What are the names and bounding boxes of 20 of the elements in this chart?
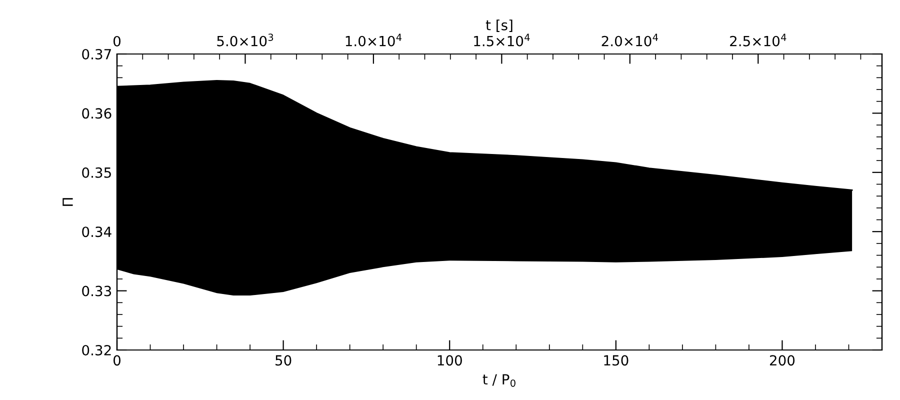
y-tick-label: 0.36 xyxy=(82,108,112,119)
y-tick-label: 0.34 xyxy=(82,226,112,238)
x2-tick-label: 1.0×10$^{4}$ xyxy=(346,34,402,46)
x2-tick-label: 2.5×10$^{4}$ xyxy=(730,34,786,46)
y-tick-label: 0.32 xyxy=(82,344,111,356)
y-axis-title: Π xyxy=(62,198,73,206)
x2-tick-label: 1.5×10$^{4}$ xyxy=(474,34,530,46)
y-tick-label: 0.33 xyxy=(82,286,112,296)
x-tick-label: 0 xyxy=(113,355,120,366)
x2-axis-title: t [s] xyxy=(486,20,512,32)
x2-tick-label: 5.0×10$^{3}$ xyxy=(217,34,274,46)
x-tick-label: 200 xyxy=(770,355,795,366)
x2-tick-label: 0 xyxy=(113,36,120,46)
x2-tick-label: 2.0×10$^{4}$ xyxy=(602,34,658,46)
y-tick-label: 0.37 xyxy=(82,48,111,60)
x-axis-title: t / P$_{0}$ xyxy=(482,374,516,387)
y-tick-label: 0.35 xyxy=(82,167,111,178)
x-tick-label: 150 xyxy=(604,355,628,366)
x-tick-label: 50 xyxy=(276,355,292,366)
x-tick-label: 100 xyxy=(438,355,462,366)
